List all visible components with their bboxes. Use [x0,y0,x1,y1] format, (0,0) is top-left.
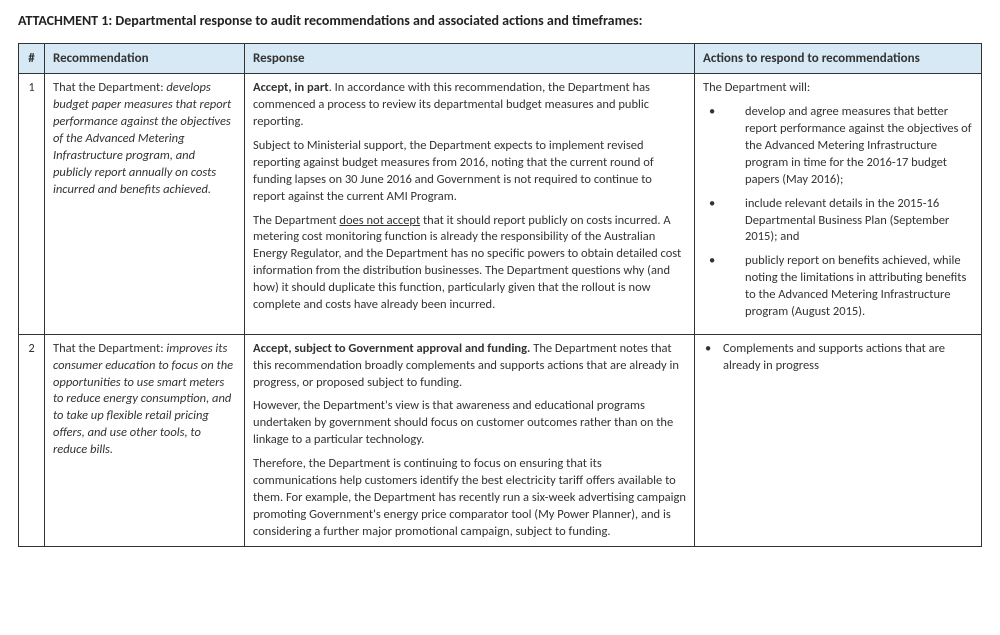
actions-intro: The Department will: [703,80,973,97]
resp-underline: does not accept [339,213,420,228]
resp-p2: Subject to Ministerial support, the Depa… [253,138,686,206]
col-num: # [19,43,45,74]
action-item: develop and agree measures that better r… [703,104,973,188]
table-header-row: # Recommendation Response Actions to res… [19,43,982,74]
col-response: Response [245,43,695,74]
resp-p3a: The Department [253,213,339,228]
table-row: 1 That the Department: develops budget p… [19,74,982,334]
action-item: include relevant details in the 2015-16 … [703,196,973,247]
actions-cell: Complements and supports actions that ar… [695,334,982,547]
row-num: 2 [19,334,45,547]
recommendation-cell: That the Department: develops budget pap… [45,74,245,334]
col-actions: Actions to respond to recommendations [695,43,982,74]
recommendation-cell: That the Department: improves its consum… [45,334,245,547]
response-cell: Accept, in part. In accordance with this… [245,74,695,334]
resp-lead: Accept, subject to Government approval a… [253,341,530,356]
actions-cell: The Department will: develop and agree m… [695,74,982,334]
rec-prefix: That the Department: [53,80,166,95]
resp-p2: However, the Department's view is that a… [253,398,686,449]
response-cell: Accept, subject to Government approval a… [245,334,695,547]
rec-text: develops budget paper measures that repo… [53,80,231,196]
action-item: publicly report on benefits achieved, wh… [703,253,973,321]
row-num: 1 [19,74,45,334]
rec-text: improves its consumer education to focus… [53,341,233,457]
rec-prefix: That the Department: [53,341,166,356]
resp-p3: Therefore, the Department is continuing … [253,456,686,540]
action-item: Complements and supports actions that ar… [703,341,973,375]
col-recommendation: Recommendation [45,43,245,74]
recommendations-table: # Recommendation Response Actions to res… [18,43,982,548]
resp-lead: Accept, in part [253,80,329,95]
page-title: ATTACHMENT 1: Departmental response to a… [18,12,982,31]
table-row: 2 That the Department: improves its cons… [19,334,982,547]
